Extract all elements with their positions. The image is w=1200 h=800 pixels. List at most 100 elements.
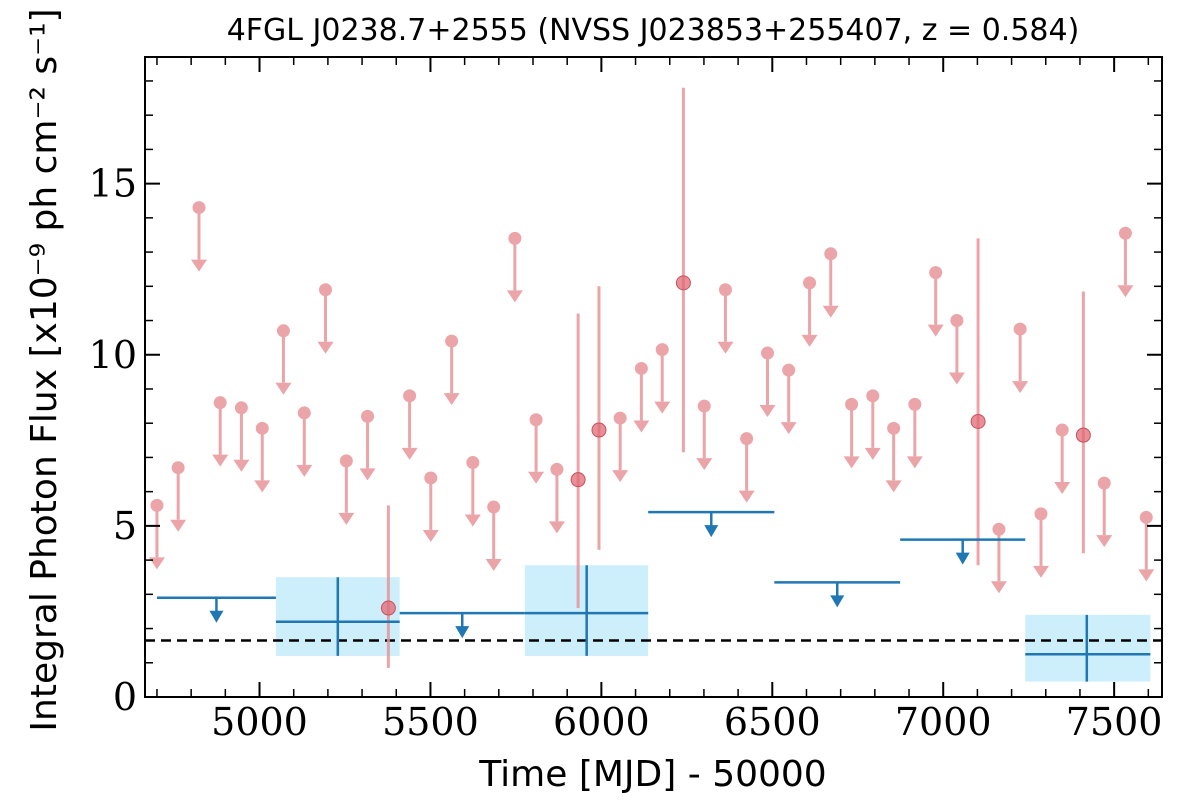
upper-limit-arrowhead [830,595,845,608]
upper-limit-arrowhead [717,341,734,354]
upper-limit-marker [613,411,627,425]
x-tick-label: 5500 [382,700,479,744]
short-bin-upper-limit [822,247,839,318]
short-bin-upper-limit [464,456,481,527]
short-bin-upper-limit [780,363,797,435]
upper-limit-arrowhead [212,454,229,467]
short-bin-upper-limit [359,409,376,481]
upper-limit-marker [1055,423,1069,437]
upper-limit-arrowhead [148,557,165,570]
upper-limit-marker [992,522,1006,536]
short-bin-upper-limit [759,346,776,418]
short-bin-upper-limit [906,397,923,469]
x-tick-label: 7000 [895,700,992,744]
upper-limit-marker [297,406,311,420]
upper-limit-arrowhead [443,393,460,406]
short-bin-upper-limit [170,461,187,532]
upper-limit-arrowhead [1012,381,1029,394]
upper-limit-arrowhead [455,626,470,639]
detection-marker [675,275,691,291]
upper-limit-arrowhead [759,405,776,418]
upper-limit-marker [550,462,564,476]
short-bin-upper-limit [948,314,965,385]
upper-limit-marker [318,283,332,297]
upper-limit-arrowhead [906,456,923,469]
upper-limit-arrowhead [738,490,755,503]
upper-limit-marker [655,343,669,357]
upper-limit-marker [508,231,522,245]
upper-limit-marker [445,334,459,348]
upper-limit-arrowhead [990,581,1007,594]
upper-limit-arrowhead [948,372,965,385]
short-bin-upper-limit [990,522,1007,594]
upper-limit-marker [234,401,248,415]
x-tick-label: 6000 [553,700,650,744]
long-bin-upper-limit [774,581,901,608]
short-bin-upper-limit [654,343,671,414]
upper-limit-arrowhead [506,290,523,303]
short-bin-upper-limit [612,411,629,483]
upper-limit-marker [529,413,543,427]
upper-limit-marker [887,421,901,435]
upper-limit-arrowhead [254,480,271,493]
upper-limit-arrowhead [528,471,545,484]
detection-marker [970,413,986,429]
short-bin-upper-limit [1032,507,1049,578]
y-tick-label: 5 [113,504,137,548]
long-bin-upper-limit [648,510,775,538]
short-bin-detection [380,505,396,668]
upper-limit-arrowhead [548,521,565,534]
upper-limit-marker [192,201,206,215]
short-bin-upper-limit [338,454,355,525]
short-bin-upper-limit [506,231,523,303]
upper-limit-arrowhead [1138,569,1155,582]
short-bin-upper-limit [296,406,313,477]
short-bin-upper-limit [275,324,292,395]
upper-limit-arrowhead [1096,535,1113,548]
short-bin-upper-limit [927,266,944,337]
detection-marker [380,600,396,616]
short-bin-upper-limit [548,462,565,534]
upper-limit-arrowhead [191,259,208,272]
short-bin-detection [570,313,586,609]
upper-limit-arrowhead [275,382,292,395]
upper-limit-arrowhead [422,529,439,542]
short-bin-upper-limit [233,401,250,472]
upper-limit-marker [213,396,227,410]
short-bin-upper-limit [1012,322,1029,394]
short-bin-upper-limit [443,334,460,406]
upper-limit-marker [1139,510,1153,524]
upper-limit-arrowhead [612,470,629,483]
detection-marker [591,422,607,438]
upper-limit-marker [339,454,353,468]
upper-limit-arrowhead [955,552,970,565]
upper-limit-marker [361,409,375,423]
upper-limit-marker [761,346,775,360]
upper-limit-arrowhead [704,525,719,538]
upper-limit-marker [424,471,438,485]
short-bin-upper-limit [801,276,818,347]
short-bin-detection [1075,291,1091,554]
upper-limit-arrowhead [864,447,881,460]
upper-limit-marker [634,361,648,375]
upper-limit-arrowhead [338,512,355,525]
short-bin-upper-limit [1096,476,1113,548]
short-bin-upper-limit [422,471,439,542]
upper-limit-marker [1118,226,1132,240]
upper-limit-arrowhead [633,420,650,433]
upper-limit-marker [276,324,290,338]
short-bin-upper-limit [717,283,734,354]
upper-limit-marker [908,397,922,411]
upper-limit-arrowhead [317,341,334,354]
upper-limit-arrowhead [885,480,902,493]
short-bin-upper-limit [696,399,713,471]
upper-limit-marker [487,500,501,514]
upper-limit-marker [950,314,964,328]
upper-limit-arrowhead [822,305,839,318]
x-tick-label: 5000 [211,700,308,744]
upper-limit-marker [718,283,732,297]
short-bin-upper-limit [633,361,650,433]
short-bin-upper-limit [401,389,418,460]
upper-limit-arrowhead [780,422,797,435]
